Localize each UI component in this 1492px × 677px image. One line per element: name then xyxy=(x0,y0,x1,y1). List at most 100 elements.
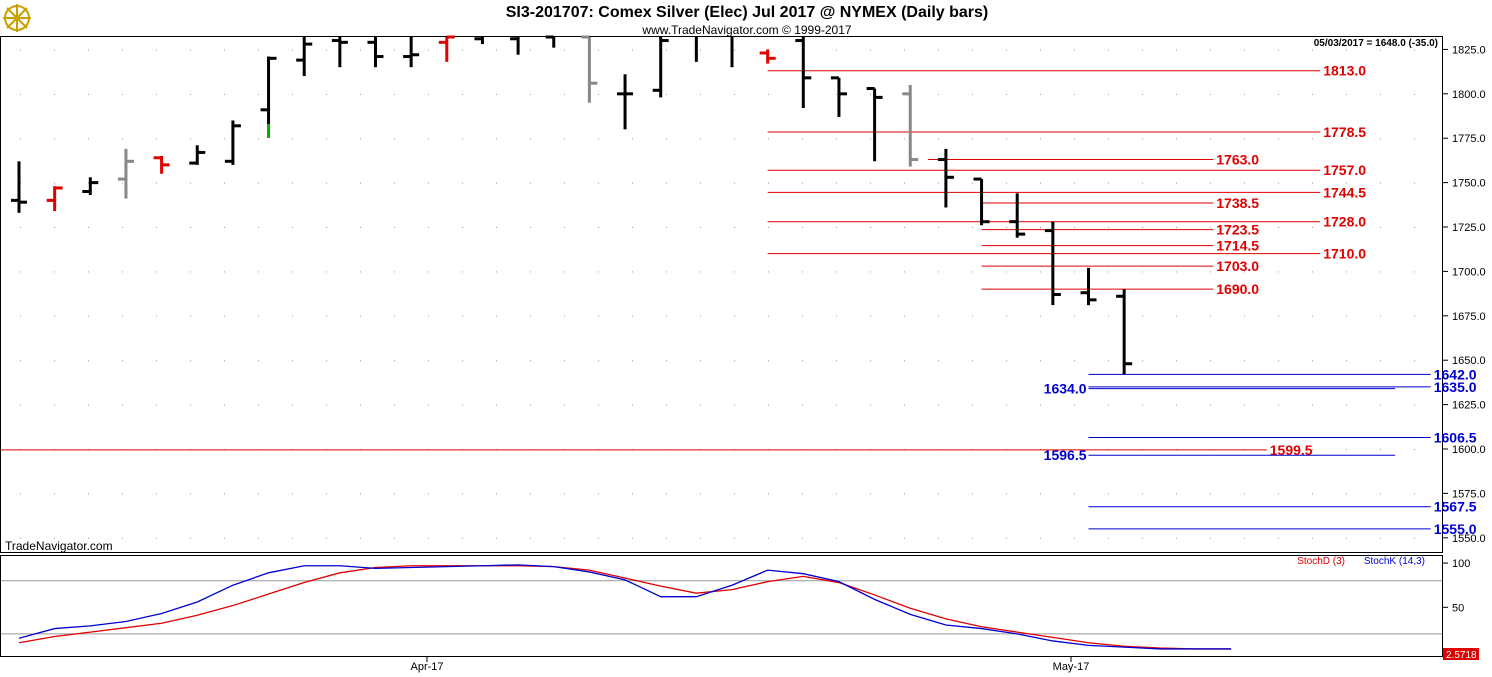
grid-dot xyxy=(1210,49,1211,51)
grid-dot xyxy=(1176,315,1177,317)
grid-dot xyxy=(156,493,157,495)
grid-dot xyxy=(20,315,21,317)
level-label: 1642.0 xyxy=(1434,366,1477,382)
grid-dot xyxy=(938,227,939,229)
level-label: 1596.5 xyxy=(1044,447,1087,463)
grid-dot xyxy=(1210,138,1211,140)
grid-dot xyxy=(972,360,973,362)
level-label: 1567.5 xyxy=(1434,499,1477,515)
grid-dot xyxy=(54,93,55,95)
grid-dot xyxy=(258,360,259,362)
grid-dot xyxy=(1380,360,1381,362)
stoch-line xyxy=(18,564,1232,650)
grid-dot xyxy=(802,493,803,495)
grid-dot xyxy=(530,271,531,273)
level-label: 1635.0 xyxy=(1434,379,1477,395)
grid-dot xyxy=(1006,493,1007,495)
grid-dot xyxy=(224,360,225,362)
ohlc-bar xyxy=(581,35,598,103)
grid-dot xyxy=(292,537,293,539)
grid-dot xyxy=(1142,138,1143,140)
grid-dot xyxy=(326,404,327,406)
grid-dot xyxy=(326,138,327,140)
grid-dot xyxy=(20,138,21,140)
grid-dot xyxy=(938,315,939,317)
grid-dot xyxy=(802,360,803,362)
grid-dot xyxy=(122,537,123,539)
grid-dot xyxy=(1142,227,1143,229)
grid-dot xyxy=(292,227,293,229)
grid-dot xyxy=(734,493,735,495)
grid-dot xyxy=(598,182,599,184)
grid-dot xyxy=(768,360,769,362)
grid-dot xyxy=(1006,404,1007,406)
grid-dot xyxy=(224,93,225,95)
grid-dot xyxy=(122,93,123,95)
grid-dot xyxy=(428,138,429,140)
grid-dot xyxy=(496,493,497,495)
grid-dot xyxy=(54,315,55,317)
grid-dot xyxy=(768,404,769,406)
grid-dot xyxy=(1244,493,1245,495)
grid-dot xyxy=(462,138,463,140)
ohlc-bar xyxy=(224,120,241,165)
x-label-apr: Apr-17 xyxy=(410,661,443,673)
grid-dot xyxy=(190,138,191,140)
grid-dot xyxy=(1210,93,1211,95)
grid-dot xyxy=(462,537,463,539)
grid-dot xyxy=(20,93,21,95)
grid-dot xyxy=(360,138,361,140)
grid-dot xyxy=(632,315,633,317)
grid-dot xyxy=(802,271,803,273)
grid-dot xyxy=(972,493,973,495)
y-tick-label: 1825.0 xyxy=(1452,44,1486,56)
ohlc-bar xyxy=(367,37,384,68)
x-label-may: May-17 xyxy=(1053,661,1090,673)
grid-dot xyxy=(292,404,293,406)
grid-dot xyxy=(1176,49,1177,51)
grid-dot xyxy=(598,360,599,362)
y-tick-label: 1600.0 xyxy=(1452,444,1486,456)
grid-dot xyxy=(428,537,429,539)
grid-dot xyxy=(156,49,157,51)
grid-dot xyxy=(530,227,531,229)
grid-dot xyxy=(938,138,939,140)
level-label: 1744.5 xyxy=(1323,184,1366,200)
grid-dot xyxy=(1176,493,1177,495)
grid-dot xyxy=(292,315,293,317)
level-lines: 1813.0 1778.5 1763.0 1757.0 1744.5 1738.5 1728… xyxy=(1,63,1477,537)
grid-dot xyxy=(496,93,497,95)
grid-dot xyxy=(564,182,565,184)
grid-dot xyxy=(666,138,667,140)
grid-dot xyxy=(598,493,599,495)
grid-dot xyxy=(394,360,395,362)
grid-dot xyxy=(700,93,701,95)
grid xyxy=(20,49,1415,539)
grid-dot xyxy=(20,404,21,406)
grid-dot xyxy=(1176,537,1177,539)
grid-dot xyxy=(1346,271,1347,273)
grid-dot xyxy=(428,182,429,184)
grid-dot xyxy=(802,404,803,406)
price-readout: 05/03/2017 = 1648.0 (-35.0) xyxy=(1314,38,1438,49)
level-label: 1690.0 xyxy=(1216,281,1259,297)
grid-dot xyxy=(802,537,803,539)
grid-dot xyxy=(972,404,973,406)
grid-dot xyxy=(632,360,633,362)
grid-dot xyxy=(1074,49,1075,51)
grid-dot xyxy=(666,360,667,362)
grid-dot xyxy=(394,49,395,51)
grid-dot xyxy=(1414,227,1415,229)
grid-dot xyxy=(938,49,939,51)
y-tick-label: 1775.0 xyxy=(1452,133,1486,145)
grid-dot xyxy=(598,93,599,95)
ohlc-bar xyxy=(937,148,954,208)
grid-dot xyxy=(1414,404,1415,406)
grid-dot xyxy=(666,315,667,317)
grid-dot xyxy=(190,93,191,95)
grid-dot xyxy=(1278,49,1279,51)
grid-dot xyxy=(530,493,531,495)
grid-dot xyxy=(1414,49,1415,51)
grid-dot xyxy=(734,138,735,140)
grid-dot xyxy=(1380,49,1381,51)
